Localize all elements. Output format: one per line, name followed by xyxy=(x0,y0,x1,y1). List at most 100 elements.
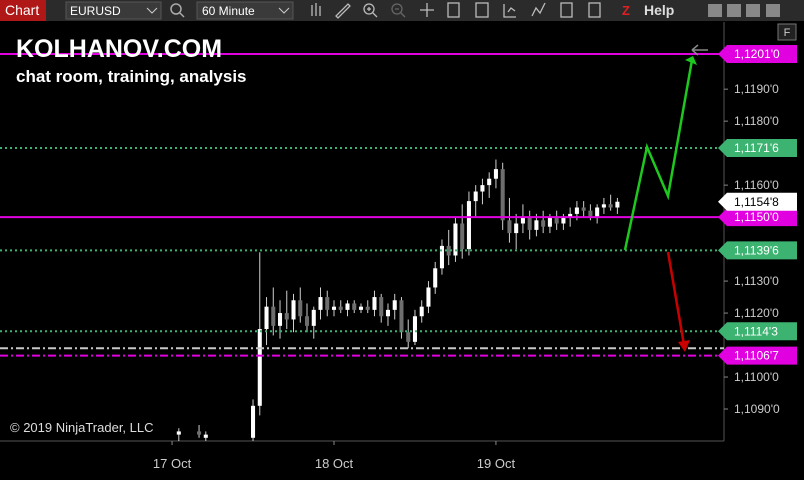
price-marker-label: 1,1201'0 xyxy=(734,47,780,61)
arrowhead xyxy=(678,340,690,352)
order-icon[interactable] xyxy=(588,2,601,18)
candle-body xyxy=(197,431,202,435)
price-marker xyxy=(718,192,797,211)
chart-tab-label: Chart xyxy=(5,2,39,18)
candle-body xyxy=(466,201,471,250)
candle-body xyxy=(480,185,485,192)
candle-body xyxy=(446,245,451,256)
template-icon[interactable] xyxy=(475,2,489,18)
pencil-icon[interactable] xyxy=(335,3,351,19)
y-tick-label: 1,1100'0 xyxy=(734,370,779,384)
candle-body xyxy=(392,300,397,310)
price-marker xyxy=(718,346,797,365)
flag-button[interactable] xyxy=(777,23,797,41)
candle-body xyxy=(439,245,444,269)
candle-body xyxy=(460,223,465,250)
data-box-icon[interactable] xyxy=(560,2,573,18)
candle-body xyxy=(304,316,310,326)
strategies-icon[interactable] xyxy=(531,2,546,17)
search-icon[interactable] xyxy=(170,3,182,15)
zoom-in-icon[interactable] xyxy=(363,3,375,15)
candle-body xyxy=(561,217,566,224)
candle-body xyxy=(311,309,316,326)
candle-body xyxy=(527,217,532,230)
candle-body xyxy=(257,329,262,406)
candle-body xyxy=(520,217,525,224)
flag-label: F xyxy=(784,27,791,39)
price-marker xyxy=(718,322,797,341)
candle-body xyxy=(588,210,593,218)
candle-body xyxy=(487,178,492,186)
y-tick-label: 1,1160'0 xyxy=(734,178,779,192)
candle-body xyxy=(352,303,357,310)
x-tick-label: 19 Oct xyxy=(477,456,516,471)
candle-body xyxy=(399,300,404,333)
price-marker-label: 1,1114'3 xyxy=(734,324,778,338)
chart-tab[interactable] xyxy=(0,0,46,21)
candle-body xyxy=(385,309,391,317)
candle-body xyxy=(284,313,289,320)
maximize-button[interactable] xyxy=(746,4,760,17)
candle-body xyxy=(507,220,512,234)
price-marker-label: 1,1150'0 xyxy=(734,210,779,224)
candle-body xyxy=(426,287,431,307)
x-tick-label: 18 Oct xyxy=(315,456,354,471)
candle-body xyxy=(547,217,552,227)
candle-body xyxy=(379,297,384,317)
candle-body xyxy=(331,306,337,310)
restore-button[interactable] xyxy=(727,4,741,17)
crosshair-icon[interactable] xyxy=(420,3,434,17)
period-select[interactable] xyxy=(196,1,294,20)
price-marker xyxy=(718,241,797,260)
scroll-arrow[interactable] xyxy=(691,44,708,56)
drawn-arrow xyxy=(666,251,686,346)
candle-body xyxy=(568,213,573,218)
x-tick-label: 17 Oct xyxy=(153,456,192,471)
properties-icon[interactable] xyxy=(447,2,460,18)
candle-body xyxy=(595,207,600,218)
candle-body xyxy=(412,316,417,342)
period-label: 60 Minute xyxy=(202,4,255,18)
candle-body xyxy=(581,207,586,211)
candle-body xyxy=(500,169,505,221)
zoom-out-icon[interactable] xyxy=(391,3,403,15)
candle-body xyxy=(264,306,269,330)
candle-body xyxy=(251,405,256,438)
candle-body xyxy=(345,303,350,310)
search-icon-handle xyxy=(179,12,185,18)
candle-body xyxy=(406,332,411,342)
minimize-button[interactable] xyxy=(708,4,722,17)
arrowhead xyxy=(685,56,697,65)
help-menu[interactable]: Help xyxy=(644,2,674,18)
price-marker-label: 1,1139'6 xyxy=(734,243,779,257)
plot-area xyxy=(0,52,724,441)
close-button[interactable] xyxy=(766,4,780,17)
price-marker-label: 1,1171'6 xyxy=(734,141,779,155)
candle-body xyxy=(514,223,519,234)
candle-body xyxy=(358,306,364,310)
candle-body xyxy=(291,300,296,320)
indicators-icon[interactable] xyxy=(503,4,516,18)
candle-body xyxy=(534,220,539,230)
drawn-arrow xyxy=(623,59,694,251)
price-marker xyxy=(718,44,797,63)
z-button[interactable]: Z xyxy=(622,3,630,18)
bars-icon[interactable] xyxy=(311,3,321,16)
candle-body xyxy=(493,169,498,179)
candle-body xyxy=(318,297,323,310)
candle-body xyxy=(433,268,438,288)
y-tick-label: 1,1130'0 xyxy=(734,274,779,288)
candle-body xyxy=(365,306,370,310)
tool-icons xyxy=(311,2,601,19)
copyright: © 2019 NinjaTrader, LLC xyxy=(10,420,154,435)
candle-body xyxy=(298,300,303,317)
candle-body xyxy=(277,313,283,326)
candle-body xyxy=(372,297,377,310)
candle-body xyxy=(574,207,579,214)
dropdown-caret xyxy=(278,7,290,14)
instrument-select[interactable] xyxy=(65,1,162,20)
candle-body xyxy=(615,201,620,208)
